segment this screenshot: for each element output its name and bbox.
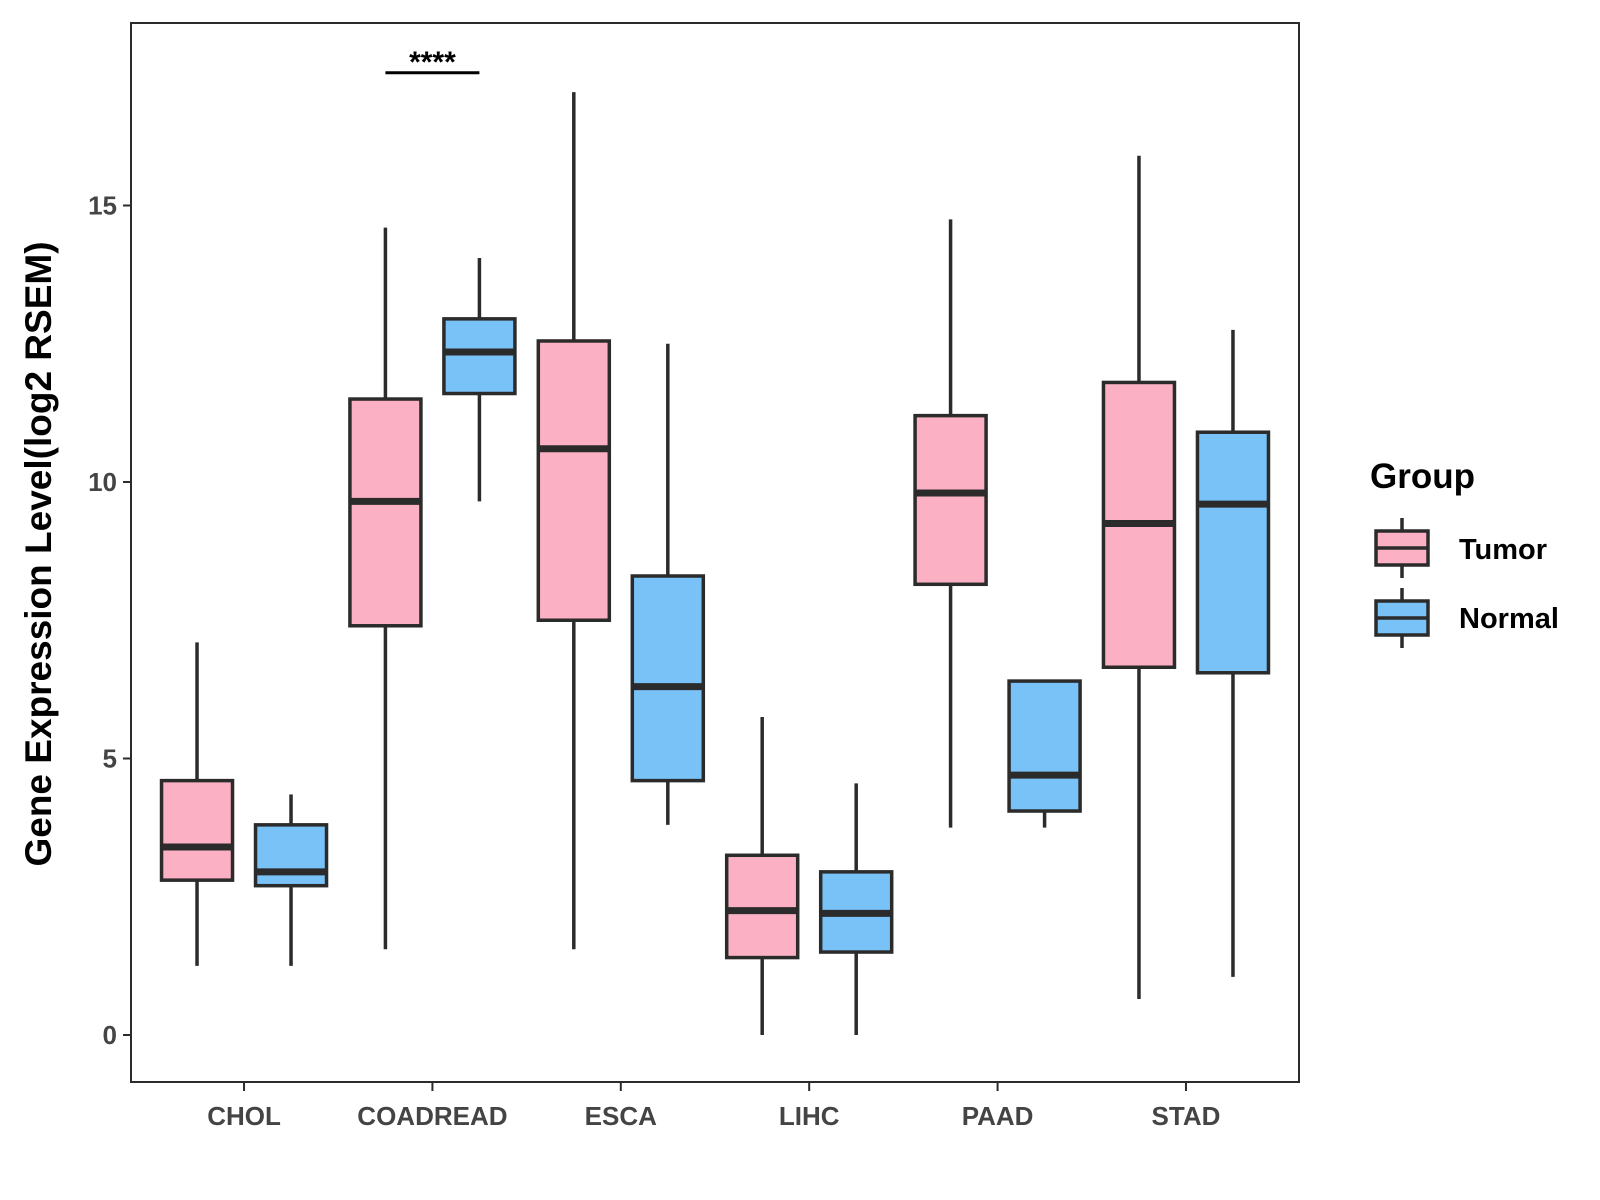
- significance-label-coadread: ****: [409, 46, 456, 79]
- legend-title: Group: [1370, 457, 1475, 496]
- box-tumor-esca: [536, 92, 612, 950]
- iqr-box-tumor-paad: [913, 413, 988, 587]
- y-tick-label-5: 5: [103, 743, 117, 773]
- y-tick-label-15: 15: [88, 190, 117, 220]
- legend-label-tumor: Tumor: [1459, 534, 1547, 566]
- legend-key-normal: [1374, 588, 1430, 648]
- iqr-box-normal-coadread: [442, 317, 517, 396]
- y-axis-title: Gene Expression Level(log2 RSEM): [18, 241, 59, 866]
- iqr-box-tumor-coadread: [348, 397, 423, 628]
- iqr-box-normal-paad: [1007, 679, 1082, 813]
- box-normal-esca: [630, 343, 706, 825]
- box-normal-coadread: [442, 258, 517, 502]
- y-tick-label-0: 0: [103, 1020, 117, 1050]
- box-normal-lihc: [818, 783, 894, 1035]
- iqr-box-tumor-chol: [159, 778, 235, 882]
- iqr-box-tumor-lihc: [724, 853, 800, 960]
- y-axis: 0 5 10 15: [88, 190, 131, 1050]
- iqr-box-normal-chol: [253, 823, 329, 888]
- box-tumor-paad: [913, 219, 988, 828]
- x-tick-label-coadread: COADREAD: [357, 1101, 507, 1131]
- y-tick-label-10: 10: [88, 467, 117, 497]
- iqr-box-normal-esca: [630, 574, 706, 783]
- x-axis: CHOL COADREAD ESCA LIHC PAAD STAD: [207, 1082, 1220, 1131]
- iqr-box-tumor-esca: [536, 339, 612, 622]
- x-tick-label-paad: PAAD: [962, 1101, 1034, 1131]
- annotations-layer: ****: [385, 46, 480, 79]
- legend: Group Tumor Normal: [1370, 457, 1559, 648]
- box-tumor-stad: [1101, 155, 1177, 1000]
- box-normal-chol: [253, 794, 329, 966]
- x-tick-label-stad: STAD: [1152, 1101, 1221, 1131]
- iqr-box-normal-stad: [1195, 430, 1271, 675]
- box-normal-stad: [1195, 329, 1271, 977]
- box-normal-paad: [1007, 679, 1082, 828]
- x-tick-label-lihc: LIHC: [779, 1101, 840, 1131]
- legend-label-normal: Normal: [1459, 603, 1559, 635]
- box-tumor-coadread: [348, 227, 423, 950]
- legend-key-tumor: [1374, 518, 1430, 578]
- x-tick-label-chol: CHOL: [207, 1101, 281, 1131]
- boxes-layer: [159, 92, 1271, 1035]
- box-tumor-lihc: [724, 717, 800, 1035]
- x-tick-label-esca: ESCA: [585, 1101, 657, 1131]
- legend-keys: [1374, 518, 1430, 648]
- box-tumor-chol: [159, 642, 235, 966]
